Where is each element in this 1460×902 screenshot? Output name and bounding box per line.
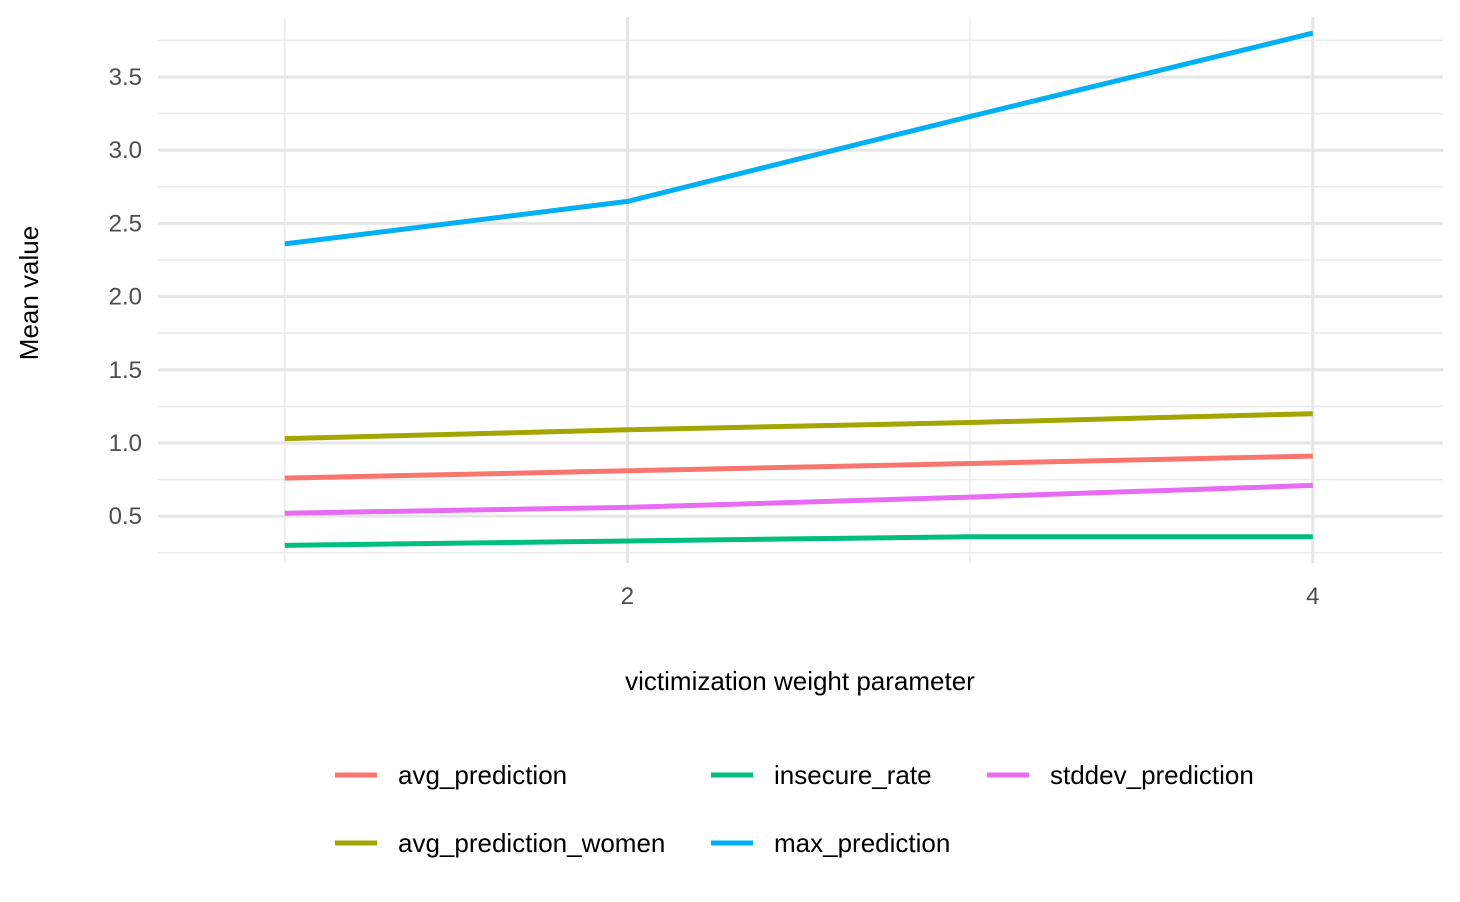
legend-item: max_prediction [711, 828, 950, 858]
legend-label: max_prediction [774, 828, 950, 858]
legend-label: avg_prediction_women [398, 828, 665, 858]
legend-label: avg_prediction [398, 760, 567, 790]
series-line-max-prediction [284, 30, 1314, 247]
series-line-avg-prediction [284, 453, 1313, 481]
major-gridlines [158, 17, 1443, 563]
x-tick-label: 2 [621, 583, 634, 610]
y-tick-label: 0.5 [109, 503, 142, 530]
series-line-insecure-rate [284, 534, 1313, 548]
x-axis-title: victimization weight parameter [625, 666, 975, 696]
y-tick-label: 3.0 [109, 137, 142, 164]
y-tick-label: 2.5 [109, 210, 142, 237]
legend-item: avg_prediction_women [335, 828, 665, 858]
legend-item: insecure_rate [711, 760, 932, 790]
series-lines [284, 30, 1314, 548]
x-tick-label: 4 [1306, 583, 1319, 610]
y-axis-tick-labels: 0.5 1.0 1.5 2.0 2.5 3.0 3.5 [109, 64, 142, 530]
y-tick-label: 2.0 [109, 284, 142, 311]
legend-item: avg_prediction [335, 760, 567, 790]
y-axis-title: Mean value [14, 226, 44, 360]
legend-label: stddev_prediction [1050, 760, 1254, 790]
y-tick-label: 3.5 [109, 64, 142, 91]
legend: avg_prediction avg_prediction_women insecu… [335, 760, 1254, 858]
series-line-avg-prediction-women [284, 411, 1313, 442]
y-tick-label: 1.0 [109, 430, 142, 457]
legend-label: insecure_rate [774, 760, 932, 790]
legend-item: stddev_prediction [987, 760, 1254, 790]
series-line-stddev-prediction [284, 482, 1313, 516]
minor-gridlines [158, 17, 1443, 563]
y-tick-label: 1.5 [109, 357, 142, 384]
